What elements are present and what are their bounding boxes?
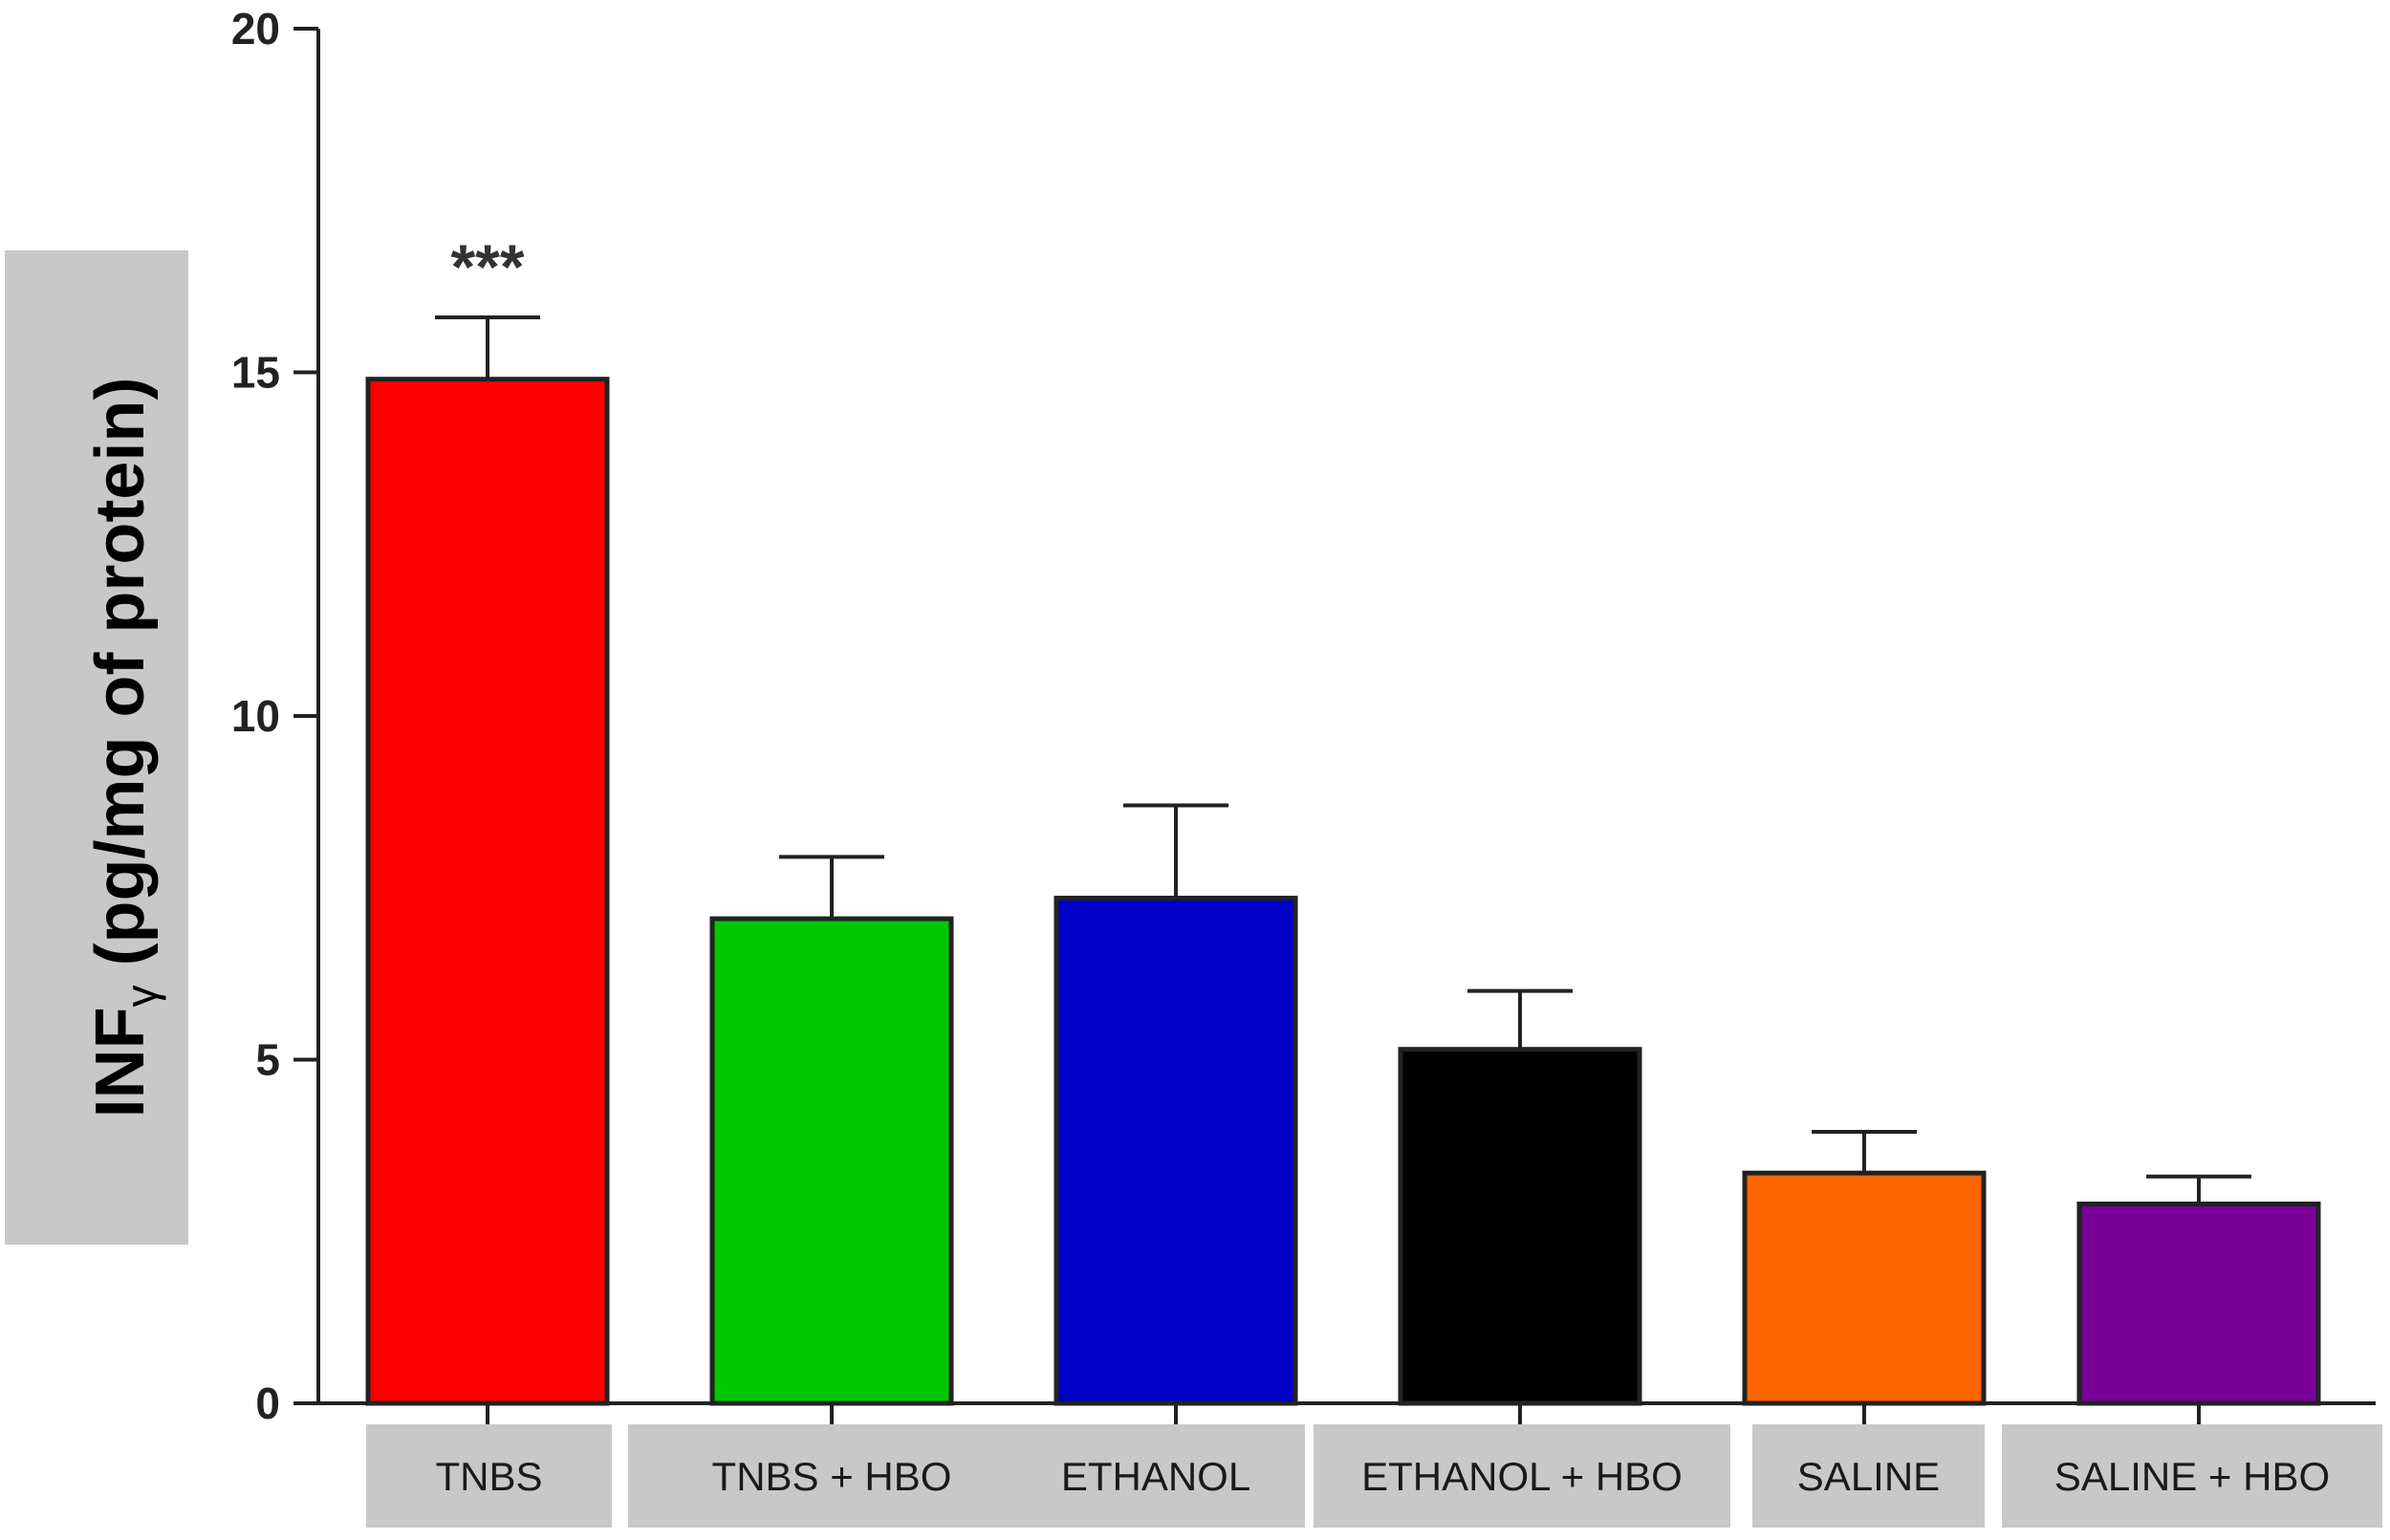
category-label-box-0 — [366, 1424, 612, 1528]
bar-0 — [365, 377, 610, 1406]
category-label-4: SALINE — [1797, 1454, 1940, 1499]
bar-3 — [1398, 1047, 1642, 1406]
y-axis-label-main: INF — [82, 1007, 159, 1117]
y-axis-label-rest: (pg/mg of protein) — [82, 378, 159, 986]
category-label-box-4 — [1752, 1424, 1985, 1528]
y-axis-label: INFγ (pg/mg of protein) — [82, 378, 166, 1118]
category-label-1: TNBS + HBO — [712, 1454, 952, 1499]
y-axis-label-sub: γ — [117, 985, 166, 1007]
category-label-5: SALINE + HBO — [2054, 1454, 2330, 1499]
y-tick-label-20: 20 — [231, 4, 280, 54]
category-labels: TNBS TNBS + HBO ETHANOL ETHANOL + HBO SALINE… — [366, 1424, 2382, 1528]
bars — [365, 315, 2321, 1406]
y-tick-label-15: 15 — [231, 348, 280, 398]
bar-2 — [1054, 896, 1298, 1406]
annotations: *** — [450, 231, 524, 302]
category-label-0: TNBS — [435, 1454, 542, 1499]
y-tick-label-0: 0 — [255, 1378, 280, 1428]
y-tick-label-10: 10 — [231, 691, 280, 741]
y-axis-label-box — [5, 250, 188, 1245]
bar-1 — [709, 916, 954, 1406]
category-label-box-1 — [628, 1424, 1035, 1528]
y-tick-label-5: 5 — [255, 1035, 280, 1085]
y-axis: 0 5 10 15 20 — [231, 4, 320, 1428]
bar-5 — [2076, 1201, 2321, 1406]
significance-annotation-0: *** — [450, 231, 524, 302]
category-label-box-5 — [2002, 1424, 2382, 1528]
category-label-3: ETHANOL + HBO — [1361, 1454, 1683, 1499]
category-label-2: ETHANOL — [1061, 1454, 1250, 1499]
category-label-box-3 — [1314, 1424, 1730, 1528]
bar-4 — [1742, 1170, 1987, 1406]
x-axis — [293, 1401, 2376, 1428]
category-label-box-2 — [1007, 1424, 1305, 1528]
